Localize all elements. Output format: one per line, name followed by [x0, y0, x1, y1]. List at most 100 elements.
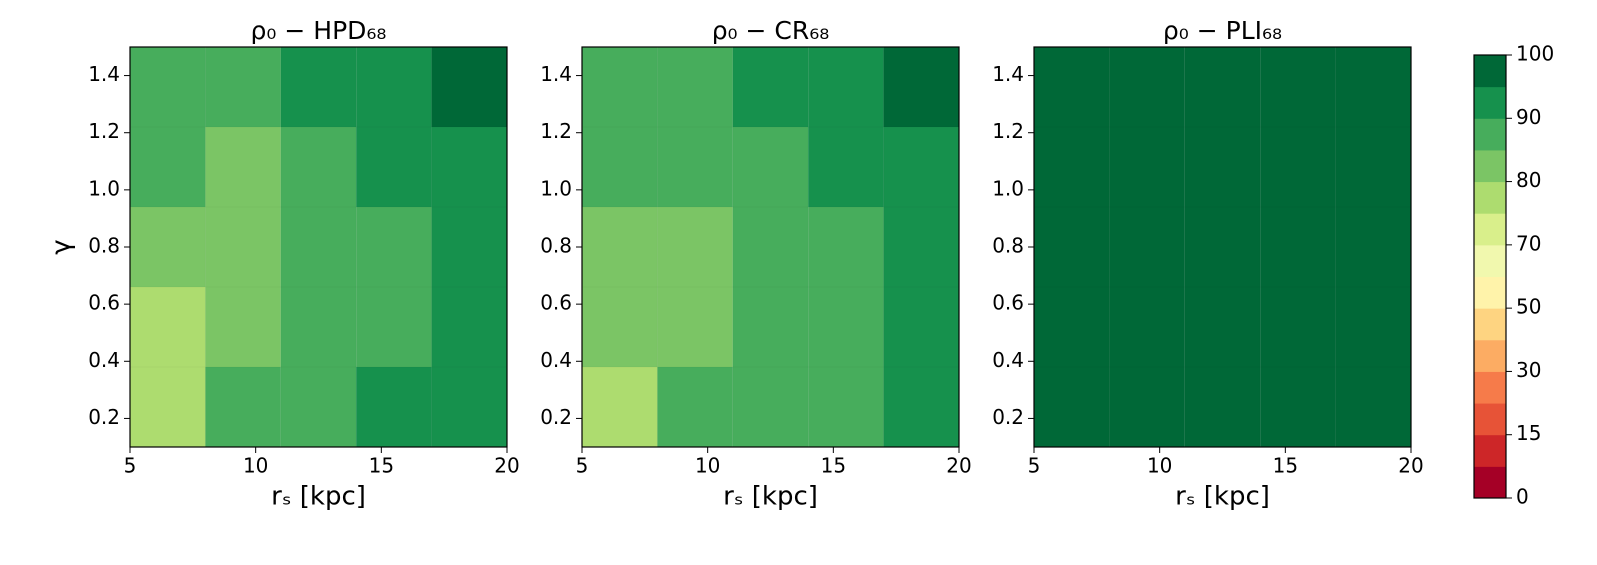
cell — [657, 287, 733, 367]
cell — [130, 367, 206, 447]
colorbar-segment — [1474, 181, 1506, 214]
cell — [1184, 367, 1261, 447]
panel: 5 10 15 20 0.2 0.4 0.6 0.8 1.0 1.2 1.4 ρ₀ − HPD₆₈ rₛ… — [47, 16, 520, 512]
cell — [1109, 287, 1185, 367]
cell — [657, 367, 733, 447]
x-tick-label: 15 — [821, 454, 846, 478]
cell — [1260, 287, 1336, 367]
colorbar-segment — [1474, 339, 1506, 372]
colorbar-tick-label: 50 — [1516, 295, 1541, 319]
colorbar-tick-label: 0 — [1516, 485, 1529, 509]
x-axis-label: rₛ [kpc] — [271, 482, 366, 512]
x-tick-label: 15 — [369, 454, 394, 478]
cell — [1184, 47, 1261, 127]
cell — [582, 127, 658, 207]
cell — [130, 127, 206, 207]
cell — [280, 207, 357, 287]
cell — [1034, 207, 1110, 287]
x-tick-label: 20 — [946, 454, 971, 478]
colorbar-segment — [1474, 466, 1506, 499]
cell — [1260, 47, 1336, 127]
cell — [431, 207, 507, 287]
cell — [582, 367, 658, 447]
y-tick-label: 0.2 — [540, 405, 572, 429]
cell — [205, 287, 281, 367]
cell — [883, 207, 959, 287]
colorbar-segment — [1474, 86, 1506, 119]
panel-title: ρ₀ − CR₆₈ — [712, 16, 830, 45]
cell — [356, 287, 432, 367]
cell — [205, 127, 281, 207]
cell — [205, 207, 281, 287]
y-tick-label: 1.0 — [88, 176, 120, 200]
y-tick-label: 1.2 — [540, 119, 572, 143]
x-tick-label: 15 — [1273, 454, 1298, 478]
cell — [205, 367, 281, 447]
cell — [808, 367, 884, 447]
cell — [1335, 127, 1411, 207]
colorbar-segment — [1474, 308, 1506, 341]
cell — [431, 47, 507, 127]
cell — [732, 207, 809, 287]
y-tick-label: 0.6 — [88, 291, 120, 315]
y-tick-label: 0.8 — [88, 234, 120, 258]
colorbar-tick-label: 15 — [1516, 421, 1541, 445]
cell — [1034, 47, 1110, 127]
cell — [431, 127, 507, 207]
colorbar-segment — [1474, 434, 1506, 467]
colorbar-segment — [1474, 403, 1506, 436]
cell — [808, 127, 884, 207]
cell — [582, 207, 658, 287]
y-tick-label: 0.6 — [540, 291, 572, 315]
y-tick-label: 1.2 — [88, 119, 120, 143]
cell — [356, 367, 432, 447]
cell — [130, 47, 206, 127]
colorbar-segment — [1474, 244, 1506, 277]
colorbar-segment — [1474, 55, 1506, 88]
cell — [883, 127, 959, 207]
cell — [1335, 367, 1411, 447]
cell — [883, 367, 959, 447]
cell — [657, 127, 733, 207]
x-axis-label: rₛ [kpc] — [723, 482, 818, 512]
x-axis-label: rₛ [kpc] — [1175, 482, 1270, 512]
panel: 5 10 15 20 0.2 0.4 0.6 0.8 1.0 1.2 1.4 ρ₀ − CR₆₈ rₛ … — [540, 16, 972, 512]
cell — [356, 207, 432, 287]
cell — [1335, 207, 1411, 287]
cell — [582, 287, 658, 367]
y-tick-label: 0.8 — [992, 234, 1024, 258]
cell — [1184, 127, 1261, 207]
x-tick-label: 5 — [576, 454, 589, 478]
cell — [1260, 127, 1336, 207]
x-tick-label: 5 — [124, 454, 137, 478]
colorbar-tick-label: 80 — [1516, 168, 1541, 192]
x-tick-label: 10 — [695, 454, 720, 478]
x-tick-label: 20 — [494, 454, 519, 478]
cell — [582, 47, 658, 127]
colorbar-tick-label: 90 — [1516, 105, 1541, 129]
cell — [808, 47, 884, 127]
cell — [732, 47, 809, 127]
cell — [130, 207, 206, 287]
cell — [1184, 287, 1261, 367]
colorbar-segment — [1474, 371, 1506, 404]
cell — [732, 287, 809, 367]
panel-title: ρ₀ − PLI₆₈ — [1163, 16, 1282, 45]
cell — [883, 287, 959, 367]
cell — [1034, 367, 1110, 447]
x-tick-label: 10 — [243, 454, 268, 478]
cell — [280, 367, 357, 447]
y-axis-label: γ — [47, 239, 77, 254]
cell — [280, 287, 357, 367]
x-tick-label: 20 — [1398, 454, 1423, 478]
cell — [1109, 47, 1185, 127]
y-tick-label: 0.4 — [992, 348, 1024, 372]
x-tick-label: 5 — [1028, 454, 1041, 478]
cell — [808, 207, 884, 287]
cell — [883, 47, 959, 127]
y-tick-label: 0.6 — [992, 291, 1024, 315]
y-tick-label: 0.8 — [540, 234, 572, 258]
y-tick-label: 1.4 — [540, 62, 572, 86]
colorbar-segment — [1474, 118, 1506, 151]
colorbar-tick-label: 70 — [1516, 231, 1541, 255]
